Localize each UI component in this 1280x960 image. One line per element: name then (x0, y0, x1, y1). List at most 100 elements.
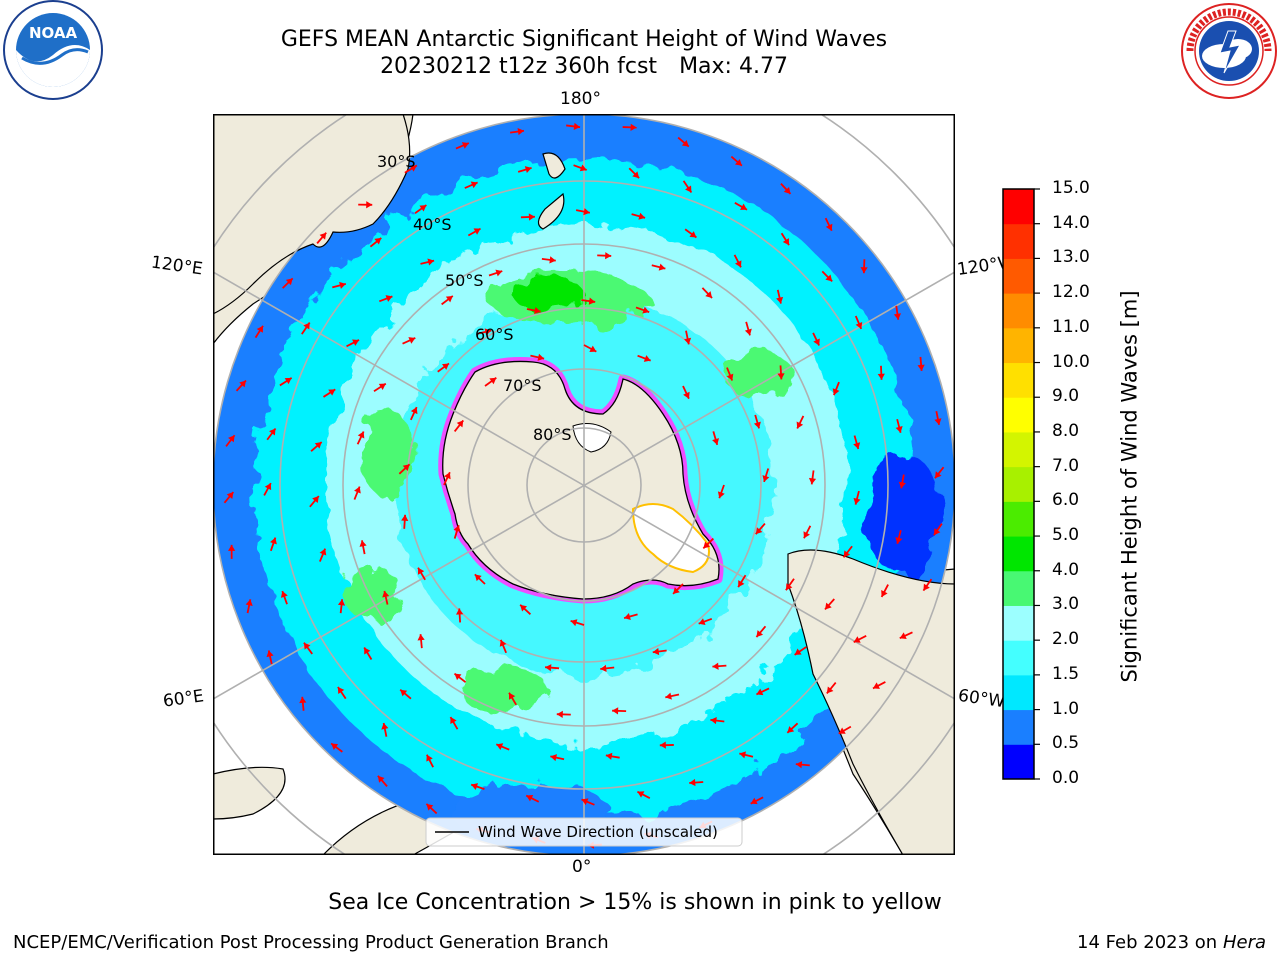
wave-arrow-head (573, 122, 581, 131)
wave-arrow-head (762, 475, 770, 482)
graticule (213, 114, 955, 855)
wave-arrow-head (652, 647, 660, 656)
wave-arrow-head (526, 794, 534, 802)
wave-arrow-head (545, 664, 552, 672)
wave-arrow-head (445, 295, 453, 303)
colorbar-tick-label: 1.0 (1052, 698, 1080, 719)
wave-arrow-head (410, 407, 418, 415)
wave-arrow-head (895, 537, 903, 544)
legend-label: Wind Wave Direction (unscaled) (478, 823, 718, 841)
wave-arrow-head (450, 717, 457, 725)
wave-arrow-head (524, 166, 532, 174)
wave-arrow-head (266, 650, 274, 658)
wave-arrow-head (689, 778, 696, 787)
colorbar-tick-label: 12.0 (1052, 282, 1090, 303)
wave-arrow-head (673, 587, 680, 594)
wave-arrow-head (509, 692, 516, 700)
wave-arrow-head (374, 237, 382, 245)
wave-arrow-head (881, 589, 888, 597)
sea-ice-caption: Sea Ice Concentration > 15% is shown in … (328, 890, 942, 915)
wave-arrow-head (337, 599, 346, 606)
colorbar-block (1003, 293, 1034, 329)
colorbar-block (1003, 501, 1034, 537)
footer-system: Hera (1222, 932, 1266, 953)
colorbar-block (1003, 536, 1034, 572)
wave-arrow-head (638, 212, 646, 220)
wave-arrow-head (520, 604, 528, 612)
wave-arrow-head (825, 223, 833, 231)
lat-label-50s: 50°S (445, 271, 484, 290)
wave-arrow-head (303, 322, 310, 330)
wave-arrow-head (364, 647, 371, 655)
wave-arrow-head (495, 269, 503, 277)
wave-arrow-head (269, 428, 276, 436)
wave-arrow-head (813, 338, 820, 346)
wave-arrow-head (825, 274, 833, 282)
wave-arrow-head (461, 142, 469, 149)
colorbar-tick-label: 6.0 (1052, 490, 1080, 511)
wave-arrow-head (239, 380, 246, 388)
wave-arrow-head (484, 328, 492, 336)
wave-arrow-head (893, 313, 902, 320)
wave-arrow-head (795, 761, 803, 769)
wave-arrow-head (331, 743, 339, 750)
wave-arrow-head (426, 803, 434, 811)
wave-arrow-head (352, 339, 360, 346)
wave-arrow-head (426, 754, 433, 762)
wave-arrow-head (402, 464, 410, 472)
wave-arrow-head (382, 590, 390, 598)
colorbar-tick-label: 13.0 (1052, 247, 1090, 268)
wave-arrow-head (337, 686, 345, 694)
wave-arrow-head (642, 306, 650, 314)
wave-arrow-head (689, 231, 697, 238)
lat-label-40s: 40°S (413, 215, 452, 234)
colorbar-block (1003, 431, 1034, 468)
wave-arrow-head (624, 613, 631, 620)
wave-arrow-head (756, 688, 764, 696)
wave-arrow-head (228, 544, 236, 551)
wave-arrow-head (456, 420, 464, 428)
noaa-logo: NOAA (3, 0, 103, 100)
lon-label-120e: 120°E (149, 252, 204, 280)
wave-arrow-head (589, 345, 597, 352)
chart-title: GEFS MEAN Antarctic Significant Height o… (280, 27, 888, 52)
wave-arrow-head (400, 689, 408, 697)
wave-arrow-head (808, 477, 817, 485)
wave-arrow-head (456, 608, 464, 615)
wave-arrow-head (923, 583, 930, 591)
wave-arrow-head (581, 798, 589, 806)
wave-arrow-head (517, 127, 525, 136)
colorbar-tick-label: 11.0 (1052, 316, 1090, 337)
wave-arrow-head (303, 642, 311, 650)
wave-arrow-head (853, 442, 861, 450)
colorbar-tick-label: 14.0 (1052, 212, 1090, 233)
colorbar-tick-label: 1.5 (1052, 663, 1080, 684)
wave-arrow-head (735, 159, 742, 166)
wave-arrow-head (776, 296, 784, 304)
lat-label-80s: 80°S (533, 425, 572, 444)
wave-arrow-head (934, 471, 942, 479)
wave-arrow-head (583, 208, 590, 216)
lon-label-60e: 60°E (161, 686, 206, 712)
wave-arrow-head (427, 258, 435, 266)
colorbar-block (1003, 744, 1034, 780)
wave-arrow-head (665, 692, 672, 700)
wave-arrow-head (612, 707, 619, 715)
wave-arrow-head (860, 267, 868, 274)
wave-arrow-head (417, 567, 425, 575)
wave-arrow-head (637, 791, 645, 798)
wave-arrow-head (319, 548, 327, 556)
footer-date: 14 Feb 2023 on Hera (1077, 932, 1266, 953)
wave-arrow-head (442, 363, 449, 370)
wave-arrow-head (712, 662, 719, 670)
wave-arrow-head (734, 260, 742, 268)
footer-branch: NCEP/EMC/Verification Post Processing Pr… (13, 932, 609, 953)
colorbar-block (1003, 397, 1034, 433)
run-label: 20230212 t12z 360h fcst (380, 54, 658, 79)
wave-arrow-head (419, 205, 427, 212)
wave-arrow-head (853, 636, 861, 643)
wave-arrow-head (264, 483, 272, 491)
wave-arrow-head (299, 696, 307, 704)
wave-arrow-head (378, 383, 386, 390)
colorbar-tick-label: 9.0 (1052, 386, 1080, 407)
